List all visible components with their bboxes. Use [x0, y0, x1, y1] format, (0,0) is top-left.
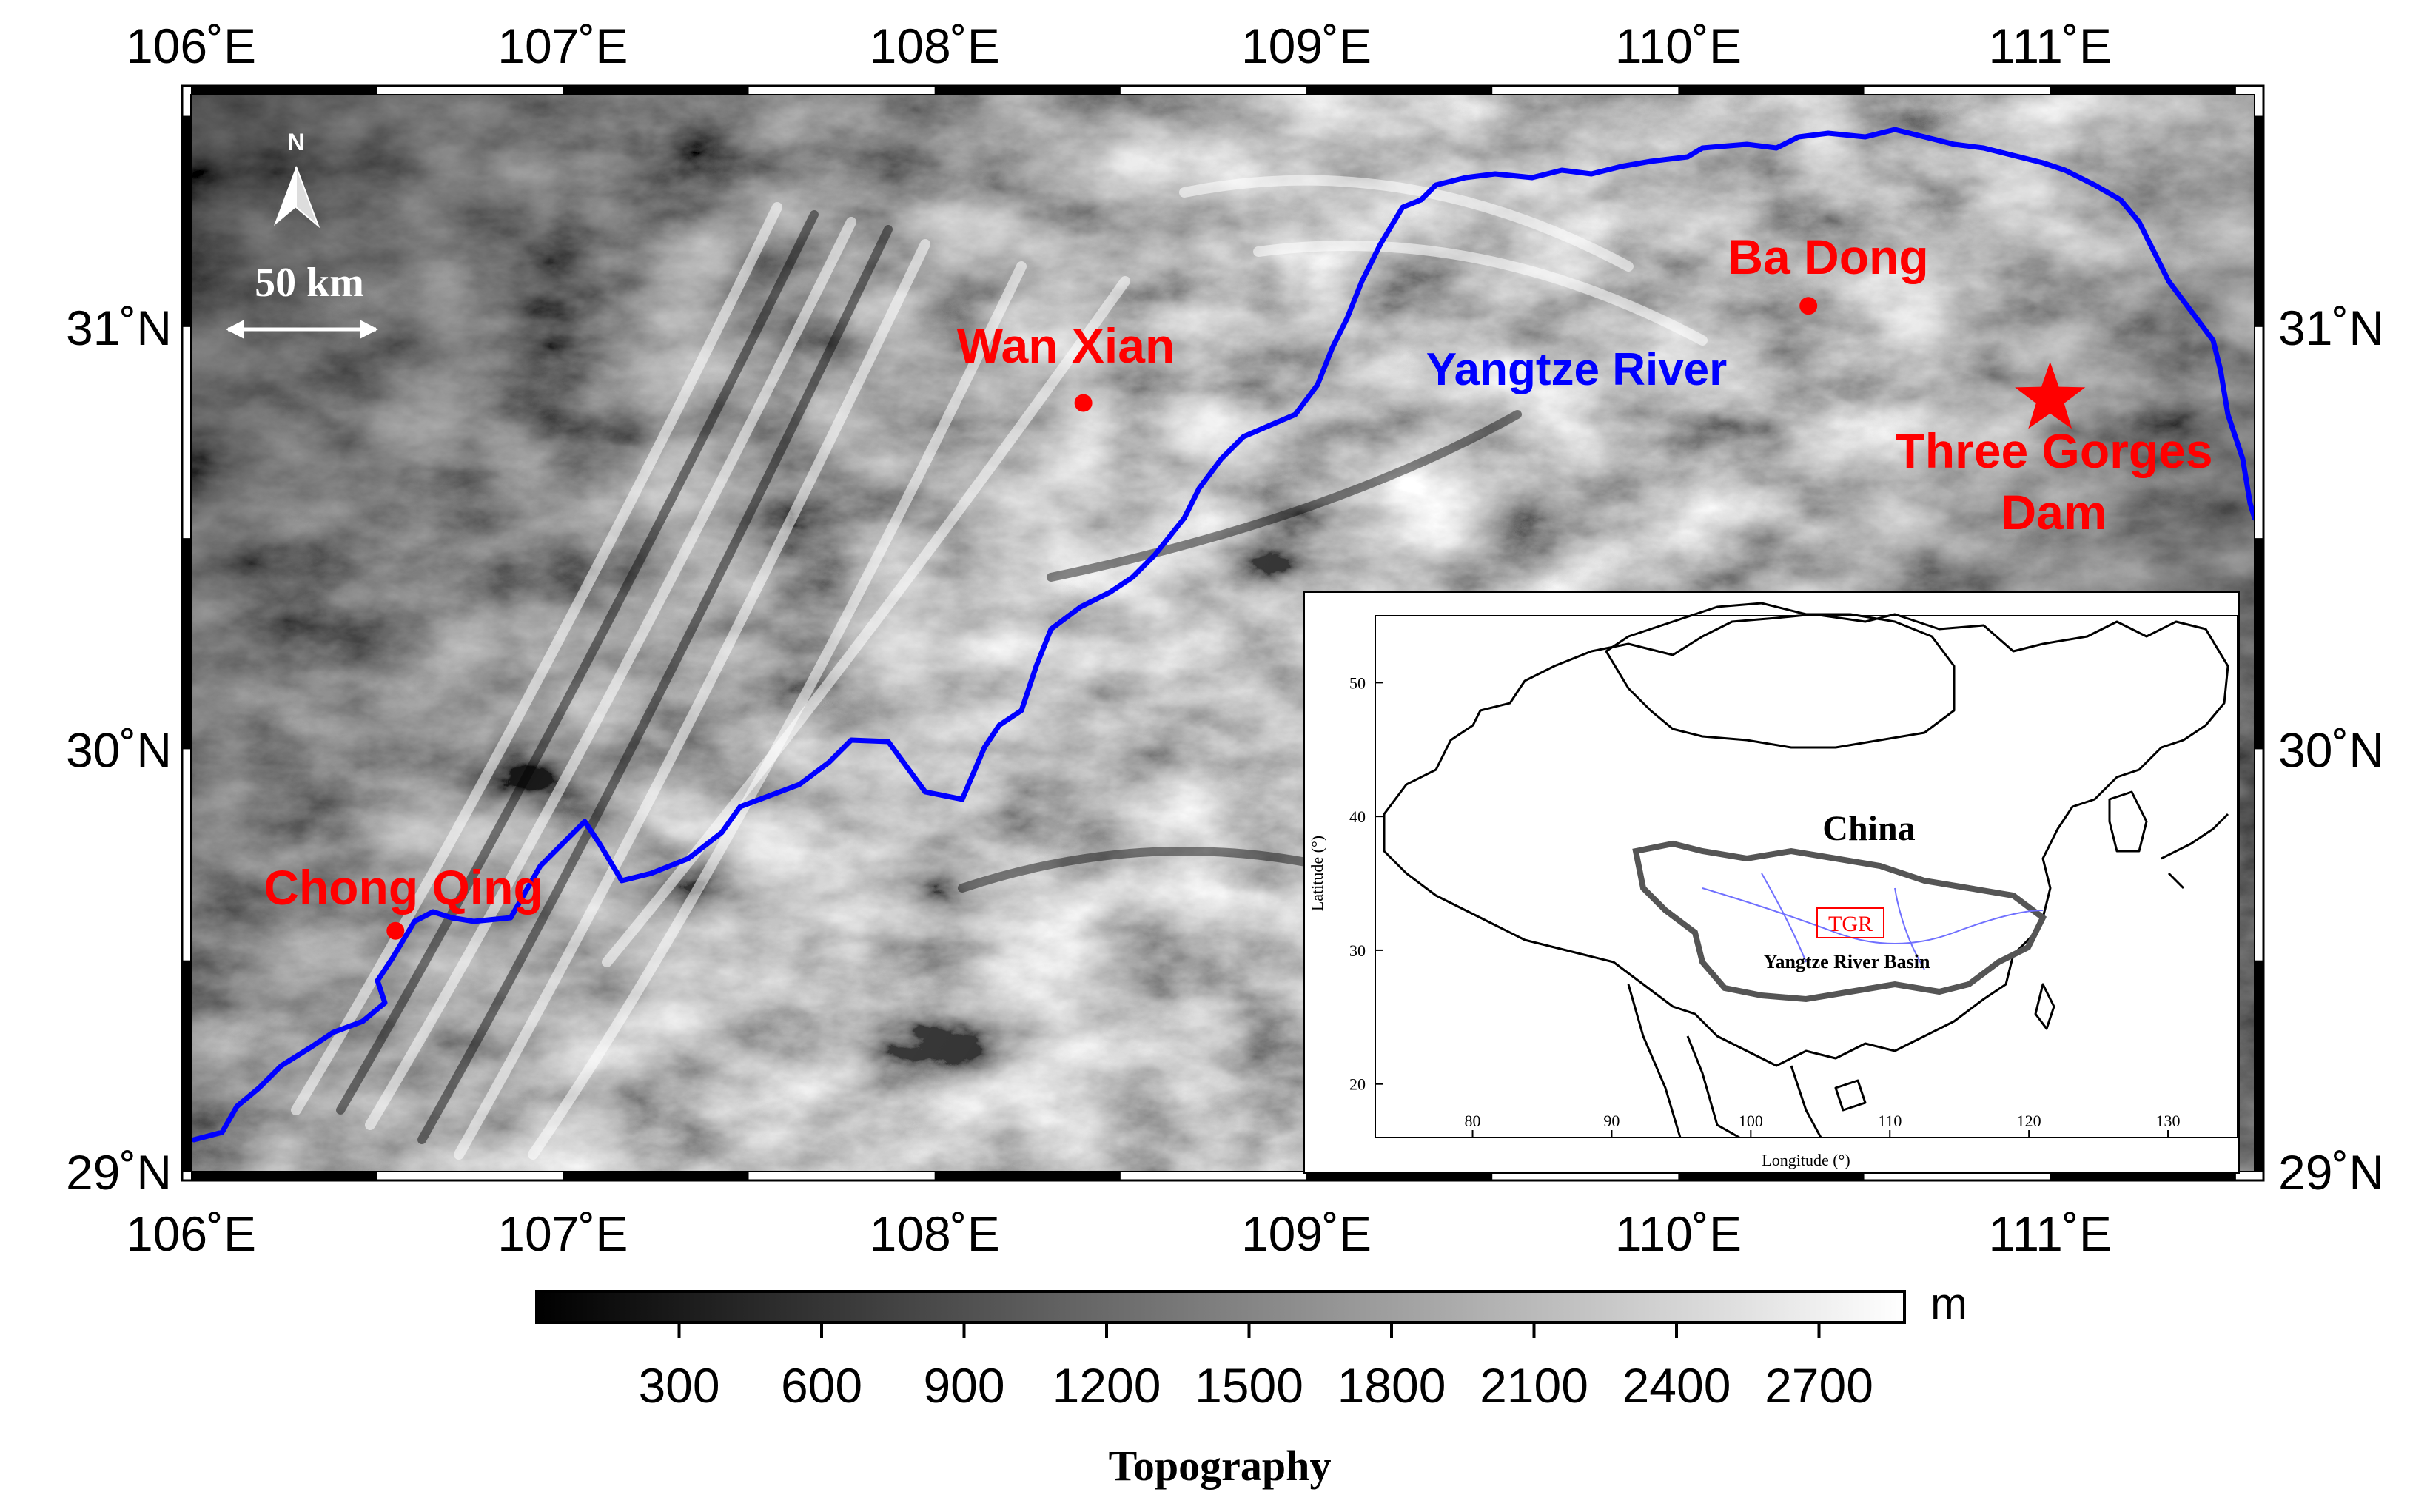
lon-label-bottom: 108˚E — [870, 1206, 1000, 1261]
lon-label-bottom: 111˚E — [1989, 1206, 2112, 1261]
inset-river-lines — [1702, 873, 2044, 970]
inset-x-axis-label: Longitude (°) — [1762, 1151, 1850, 1169]
colorbar-tick-label: 900 — [923, 1358, 1004, 1413]
lon-label-bottom: 106˚E — [126, 1206, 256, 1261]
inset-x-tick-label: 120 — [2017, 1112, 2041, 1130]
inset-country-outlines — [1383, 602, 2229, 1139]
inset-x-tick-label: 110 — [1878, 1112, 1902, 1130]
lon-label-top: 107˚E — [497, 19, 628, 73]
inset-x-tick-label: 130 — [2156, 1112, 2181, 1130]
lat-label-right: 30˚N — [2278, 722, 2384, 777]
inset-y-tick-label: 50 — [1349, 673, 1366, 692]
lat-label-right: 29˚N — [2278, 1145, 2384, 1200]
colorbar-tick-label: 1500 — [1195, 1358, 1303, 1413]
colorbar-tick-label: 1800 — [1337, 1358, 1446, 1413]
inset-x-tick-label: 90 — [1603, 1112, 1620, 1130]
inset-country-label: China — [1822, 809, 1915, 848]
lon-label-bottom: 107˚E — [497, 1206, 628, 1261]
inset-y-ticks: 50 40 30 20 — [1349, 673, 1383, 1094]
colorbar-tick-label: 2400 — [1622, 1358, 1731, 1413]
dam-star-marker — [2015, 361, 2086, 429]
yangtze-river-label: Yangtze River — [1426, 344, 1728, 395]
place-label-wan-xian: Wan Xian — [957, 318, 1175, 373]
scale-bar: 50 km — [226, 260, 378, 339]
longitude-labels-bottom: 106˚E 107˚E 108˚E 109˚E 110˚E 111˚E — [126, 1206, 2112, 1261]
longitude-labels-top: 106˚E 107˚E 108˚E 109˚E 110˚E 111˚E — [126, 19, 2112, 73]
place-marker-0 — [386, 921, 405, 940]
colorbar-tick-label: 300 — [638, 1358, 719, 1413]
korea-outline — [2108, 790, 2148, 853]
place-label-three-gorges: Three Gorges — [1895, 423, 2212, 478]
colorbar: m 300 600 900 1200 1500 1800 2100 2400 2700 Topo… — [535, 1279, 1967, 1490]
lat-label-left: 29˚N — [66, 1145, 172, 1200]
inset-y-tick-label: 20 — [1349, 1075, 1366, 1094]
colorbar-tick-label: 2100 — [1480, 1358, 1588, 1413]
colorbar-title: Topography — [1109, 1442, 1332, 1490]
colorbar-gradient — [535, 1290, 1906, 1324]
yangtze-basin-outline — [1632, 840, 2047, 1003]
mongolia-outline — [1605, 602, 1956, 749]
inset-x-tick-label: 100 — [1739, 1112, 1763, 1130]
latitude-labels-left: 31˚N 30˚N 29˚N — [66, 300, 172, 1200]
tgr-box — [1816, 907, 1884, 938]
taiwan-outline — [2034, 983, 2055, 1030]
place-labels: Chong Qing Wan Xian Ba Dong Three Gorges… — [264, 229, 2212, 915]
lon-label-top: 111˚E — [1989, 19, 2112, 73]
yangtze-river-line — [191, 127, 2255, 1143]
latitude-labels-right: 31˚N 30˚N 29˚N — [2278, 300, 2384, 1200]
colorbar-unit: m — [1930, 1279, 1967, 1328]
lat-label-left: 30˚N — [66, 722, 172, 777]
lat-label-right: 31˚N — [2278, 300, 2384, 355]
inset-y-axis-label: Latitude (°) — [1308, 836, 1326, 911]
inset-x-ticks: 80 90 100 110 120 130 — [1465, 1112, 2181, 1138]
ridge-lines — [291, 175, 1708, 1160]
lat-label-left: 31˚N — [66, 300, 172, 355]
tgr-label: TGR — [1828, 912, 1873, 936]
place-label-ba-dong: Ba Dong — [1728, 229, 1928, 284]
north-arrow-icon: N — [274, 129, 320, 229]
inset-map: TGR China Yangtze River Basin 80 90 100 110… — [1303, 591, 2240, 1174]
lon-label-bottom: 110˚E — [1615, 1206, 1742, 1261]
hainan-outline — [1834, 1079, 1867, 1112]
place-label-chong-qing: Chong Qing — [264, 860, 543, 915]
inset-basin-label: Yangtze River Basin — [1764, 951, 1930, 972]
lon-label-top: 106˚E — [126, 19, 256, 73]
inset-y-tick-label: 40 — [1349, 807, 1366, 826]
colorbar-tick-label: 1200 — [1053, 1358, 1161, 1413]
inset-y-tick-label: 30 — [1349, 941, 1366, 960]
inset-x-tick-label: 80 — [1465, 1112, 1481, 1130]
place-label-dam: Dam — [2001, 485, 2107, 540]
lon-label-top: 110˚E — [1615, 19, 1742, 73]
place-markers — [386, 297, 2086, 940]
lon-label-bottom: 109˚E — [1241, 1206, 1372, 1261]
colorbar-tick-label: 2700 — [1765, 1358, 1873, 1413]
scale-bar-label: 50 km — [255, 260, 364, 306]
japan-outline — [2161, 813, 2229, 890]
china-outline — [1383, 613, 2229, 1067]
north-arrow-letter: N — [287, 129, 304, 155]
place-marker-1 — [1074, 394, 1093, 412]
colorbar-tick-label: 600 — [781, 1358, 862, 1413]
valley-lines — [336, 210, 1522, 1144]
lon-label-top: 108˚E — [870, 19, 1000, 73]
place-marker-2 — [1799, 297, 1818, 315]
colorbar-tick-labels: 300 600 900 1200 1500 1800 2100 2400 2700 — [638, 1323, 1873, 1413]
lon-label-top: 109˚E — [1241, 19, 1372, 73]
southeast-asia-outline — [1627, 984, 1822, 1139]
